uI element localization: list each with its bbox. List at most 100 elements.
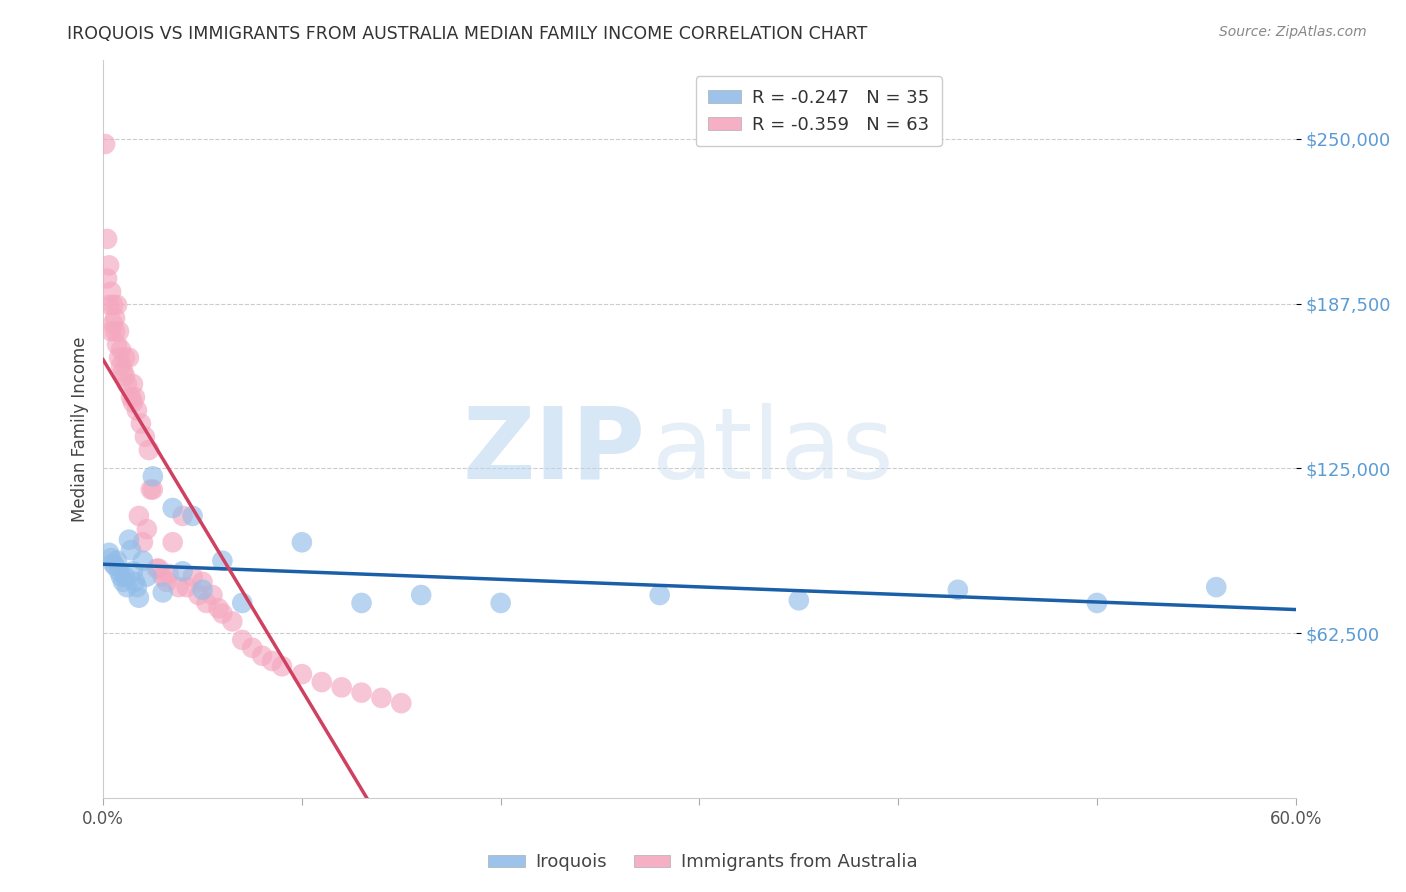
Point [330,681,353,695]
Point [128,508,150,523]
Text: Source: ZipAtlas.com: Source: ZipAtlas.com [1219,25,1367,39]
Point [125,580,148,594]
Point [207,601,229,615]
Point [114,369,136,384]
Point [271,659,294,673]
Point [101,298,124,312]
Point [110,569,132,583]
Point [240,640,263,655]
Text: atlas: atlas [652,402,893,500]
Point [389,696,412,710]
Point [167,580,190,594]
Point [96,232,118,246]
Point [134,430,156,444]
Point [146,562,169,576]
Point [110,359,132,373]
Point [1205,580,1227,594]
Point [115,580,138,594]
Point [231,596,253,610]
Point [156,574,179,589]
Point [115,377,138,392]
Point [370,690,392,705]
Point [114,569,136,583]
Point [231,632,253,647]
Point [291,535,314,549]
Point [105,337,128,351]
Point [111,364,134,378]
Point [108,564,131,578]
Point [108,351,131,365]
Point [181,569,204,583]
Point [94,136,117,151]
Point [104,559,127,574]
Point [946,582,969,597]
Point [142,483,165,497]
Point [152,585,174,599]
Text: IROQUOIS VS IMMIGRANTS FROM AUSTRALIA MEDIAN FAMILY INCOME CORRELATION CHART: IROQUOIS VS IMMIGRANTS FROM AUSTRALIA ME… [67,25,868,43]
Point [411,588,433,602]
Point [120,390,142,404]
Point [125,403,148,417]
Point [191,582,214,597]
Point [132,554,155,568]
Point [100,551,122,566]
Point [172,564,194,578]
Point [187,588,209,602]
Point [191,574,214,589]
Point [128,591,150,605]
Y-axis label: Median Family Income: Median Family Income [72,336,89,522]
Legend: Iroquois, Immigrants from Australia: Iroquois, Immigrants from Australia [481,847,925,879]
Point [262,654,284,668]
Point [104,311,127,326]
Point [132,535,155,549]
Point [114,351,136,365]
Point [211,554,233,568]
Point [122,564,145,578]
Point [787,593,810,607]
Point [118,533,141,547]
Point [108,324,131,338]
Point [104,324,127,338]
Point [96,271,118,285]
Point [162,501,184,516]
Point [122,377,145,392]
Point [201,588,224,602]
Point [221,615,243,629]
Point [124,574,146,589]
Point [98,298,121,312]
Point [135,569,157,583]
Point [172,508,194,523]
Point [350,685,373,699]
Point [111,574,134,589]
Point [648,588,671,602]
Point [101,317,124,331]
Point [118,351,141,365]
Point [105,554,128,568]
Point [195,596,218,610]
Point [101,557,124,571]
Point [138,442,160,457]
Point [122,395,145,409]
Point [176,580,198,594]
Point [211,607,233,621]
Point [142,469,165,483]
Point [181,508,204,523]
Point [98,546,121,560]
Point [100,324,122,338]
Point [489,596,512,610]
Text: ZIP: ZIP [463,402,645,500]
Point [120,543,142,558]
Point [124,390,146,404]
Point [105,298,128,312]
Point [152,569,174,583]
Point [311,675,333,690]
Point [250,648,273,663]
Legend: R = -0.247   N = 35, R = -0.359   N = 63: R = -0.247 N = 35, R = -0.359 N = 63 [696,76,942,146]
Point [135,522,157,536]
Point [157,566,180,581]
Point [129,417,152,431]
Point [1085,596,1108,610]
Point [148,562,170,576]
Point [139,483,162,497]
Point [291,667,314,681]
